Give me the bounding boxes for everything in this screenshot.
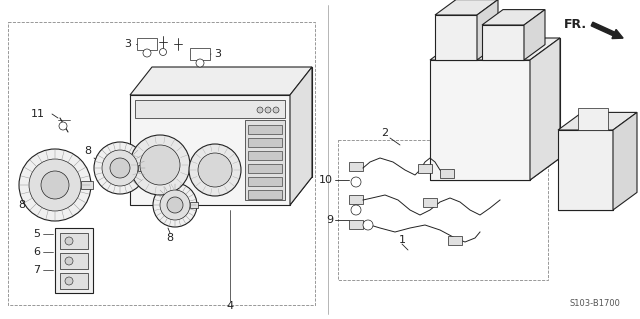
Bar	[248, 138, 282, 147]
Bar	[135, 100, 285, 118]
Text: S103-B1700: S103-B1700	[569, 299, 620, 308]
FancyArrow shape	[591, 22, 623, 39]
Bar	[60, 253, 88, 269]
Text: 5: 5	[33, 229, 40, 239]
Circle shape	[159, 48, 166, 56]
Text: 8: 8	[84, 146, 92, 156]
Bar	[349, 220, 363, 229]
Text: 3: 3	[214, 49, 221, 59]
Bar	[245, 120, 285, 200]
Circle shape	[29, 159, 81, 211]
Circle shape	[59, 122, 67, 130]
Polygon shape	[530, 38, 560, 180]
Circle shape	[189, 144, 241, 196]
Bar	[130, 95, 290, 205]
Circle shape	[265, 107, 271, 113]
Circle shape	[65, 237, 73, 245]
Circle shape	[160, 190, 190, 220]
Circle shape	[351, 177, 361, 187]
Circle shape	[196, 59, 204, 67]
Bar	[440, 169, 454, 178]
Bar	[448, 236, 462, 245]
Circle shape	[273, 107, 279, 113]
Polygon shape	[290, 67, 312, 205]
Bar	[190, 202, 198, 208]
Bar	[248, 177, 282, 186]
Bar	[435, 15, 477, 60]
Bar	[138, 165, 147, 171]
Text: 2: 2	[381, 128, 388, 138]
Text: 4: 4	[227, 301, 234, 311]
Polygon shape	[524, 10, 545, 60]
Circle shape	[143, 49, 151, 57]
Circle shape	[41, 171, 69, 199]
Bar	[248, 125, 282, 134]
Bar	[248, 190, 282, 199]
Circle shape	[257, 107, 263, 113]
Text: 6: 6	[33, 247, 40, 257]
Circle shape	[167, 197, 183, 213]
Text: 8: 8	[166, 233, 173, 243]
Text: 7: 7	[33, 265, 40, 275]
Circle shape	[94, 142, 146, 194]
Circle shape	[65, 277, 73, 285]
Bar	[430, 60, 530, 180]
Bar	[248, 164, 282, 173]
Circle shape	[153, 183, 197, 227]
Text: 3: 3	[125, 39, 131, 49]
Text: FR.: FR.	[564, 18, 587, 31]
Polygon shape	[477, 0, 498, 60]
Bar	[190, 48, 210, 60]
Bar	[423, 198, 437, 207]
Bar	[482, 25, 524, 60]
Bar	[558, 130, 613, 210]
Text: 8: 8	[19, 200, 26, 210]
Bar	[248, 151, 282, 160]
Polygon shape	[430, 38, 560, 60]
Circle shape	[140, 145, 180, 185]
Bar	[60, 273, 88, 289]
Bar	[349, 162, 363, 171]
Text: 11: 11	[31, 109, 45, 119]
Bar	[418, 164, 432, 173]
Polygon shape	[482, 10, 545, 25]
Text: 1: 1	[399, 235, 406, 245]
Bar	[137, 38, 157, 50]
Polygon shape	[8, 22, 315, 305]
Bar	[81, 181, 93, 189]
Circle shape	[130, 135, 190, 195]
Text: 9: 9	[326, 215, 333, 225]
Bar	[55, 228, 93, 293]
Circle shape	[65, 257, 73, 265]
Polygon shape	[130, 67, 312, 95]
Polygon shape	[435, 0, 498, 15]
Bar	[349, 195, 363, 204]
Bar	[338, 140, 548, 280]
Bar	[578, 108, 608, 130]
Polygon shape	[558, 112, 637, 130]
Circle shape	[198, 153, 232, 187]
Circle shape	[19, 149, 91, 221]
Bar	[60, 233, 88, 249]
Circle shape	[351, 205, 361, 215]
Circle shape	[110, 158, 130, 178]
Circle shape	[363, 220, 373, 230]
Polygon shape	[613, 112, 637, 210]
Circle shape	[102, 150, 138, 186]
Text: 10: 10	[319, 175, 333, 185]
